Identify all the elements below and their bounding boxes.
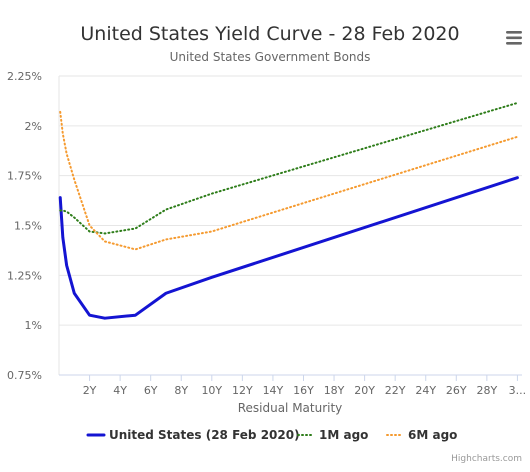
series-line-3[interactable] [59, 110, 519, 251]
legend-label: 6M ago [408, 428, 457, 442]
credits-link[interactable]: Highcharts.com [451, 454, 522, 464]
x-tick-label: 8Y [174, 384, 188, 397]
x-tick-label: 10Y [201, 384, 222, 397]
series-line-2[interactable] [59, 101, 519, 235]
x-tick-label: 22Y [385, 384, 406, 397]
legend-item-3[interactable]: 6M ago [386, 428, 457, 442]
x-tick-label: 26Y [446, 384, 467, 397]
chart-title: United States Yield Curve - 28 Feb 2020 [80, 23, 459, 45]
x-tick-label: 14Y [263, 384, 284, 397]
x-axis: 2Y 4Y 6Y 8Y 10Y 12Y 14Y 16Y 18Y 20Y 22Y 24Y 26Y 28Y 3.… [59, 374, 527, 397]
x-tick-label: 18Y [324, 384, 345, 397]
x-tick-label: 28Y [476, 384, 497, 397]
x-tick-label: 4Y [113, 384, 127, 397]
chart-subtitle: United States Government Bonds [170, 50, 371, 64]
y-tick-label: 1.25% [7, 269, 42, 282]
x-tick-label: 3... [509, 384, 527, 397]
y-tick-label: 1.5% [14, 220, 42, 233]
legend-label: 1M ago [319, 428, 368, 442]
x-axis-title: Residual Maturity [238, 401, 343, 415]
series-line-1[interactable] [58, 176, 519, 320]
x-tick-label: 20Y [354, 384, 375, 397]
y-tick-label: 1% [25, 319, 42, 332]
y-tick-label: 2% [25, 120, 42, 133]
grid-lines [59, 75, 522, 376]
y-tick-label: 1.75% [7, 170, 42, 183]
legend: United States (28 Feb 2020) 1M ago 6M ago [86, 428, 457, 442]
legend-label: United States (28 Feb 2020) [109, 428, 300, 442]
x-tick-label: 24Y [415, 384, 436, 397]
y-tick-label: 0.75% [7, 369, 42, 382]
x-tick-label: 12Y [232, 384, 253, 397]
legend-item-1[interactable]: United States (28 Feb 2020) [86, 428, 300, 442]
x-tick-label: 6Y [144, 384, 158, 397]
y-axis: 0.75% 1% 1.25% 1.5% 1.75% 2% 2.25% [7, 70, 60, 382]
series-lines [58, 101, 519, 320]
y-tick-label: 2.25% [7, 70, 42, 83]
x-tick-label: 16Y [293, 384, 314, 397]
hamburger-menu-icon[interactable] [502, 24, 526, 46]
x-tick-label: 2Y [83, 384, 97, 397]
legend-item-2[interactable]: 1M ago [297, 428, 368, 442]
